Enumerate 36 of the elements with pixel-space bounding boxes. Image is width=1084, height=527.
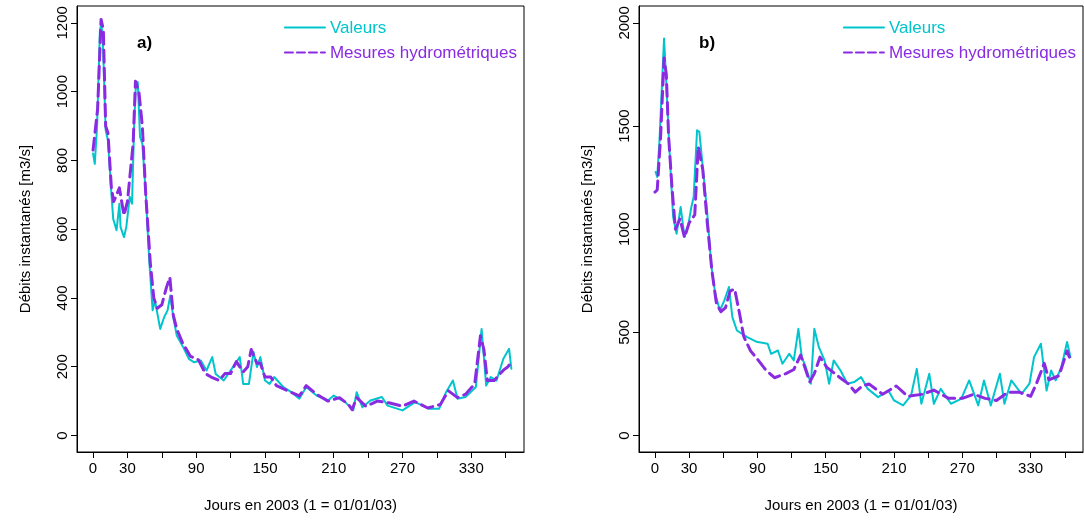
y-axis-title: Débits instantanés [m3/s] (16, 144, 33, 314)
y-axis-title: Débits instantanés [m3/s] (578, 144, 595, 314)
x-tick-label: 210 (881, 459, 907, 476)
annotation: b) (699, 33, 716, 52)
x-tick-label: 0 (650, 459, 660, 476)
x-tick-label: 330 (1018, 459, 1044, 476)
y-tick-label: 0 (53, 431, 70, 440)
annotation: a) (137, 33, 153, 52)
y-tick-label: 200 (53, 354, 70, 380)
x-tick-label: 90 (749, 459, 766, 476)
x-tick-label: 30 (119, 459, 136, 476)
x-tick-label: 150 (252, 459, 278, 476)
legend-label: Valeurs (888, 18, 946, 37)
x-tick-label: 150 (813, 459, 839, 476)
y-tick-label: 500 (615, 319, 632, 345)
legend-label: Mesures hydrométriques (888, 43, 1076, 62)
y-tick-label: 1000 (53, 74, 70, 109)
x-axis-title: Jours en 2003 (1 = 01/01/03) (764, 496, 958, 513)
y-tick-label: 1200 (53, 6, 70, 40)
x-tick-label: 90 (187, 459, 205, 476)
y-tick-label: 1500 (615, 109, 632, 143)
y-tick-label: 800 (53, 147, 70, 173)
y-tick-label: 400 (53, 285, 70, 311)
x-tick-label: 270 (949, 459, 975, 476)
legend-label: Mesures hydrométriques (329, 43, 517, 62)
x-tick-label: 0 (88, 459, 98, 476)
x-tick-label: 270 (389, 459, 416, 476)
y-tick-label: 1000 (615, 212, 632, 246)
x-tick-label: 30 (680, 459, 698, 476)
y-tick-label: 0 (615, 431, 632, 440)
y-tick-label: 600 (53, 216, 70, 242)
legend-label: Valeurs (329, 18, 387, 37)
y-tick-label: 2000 (615, 6, 632, 40)
x-tick-label: 210 (321, 459, 347, 476)
x-tick-label: 330 (458, 459, 484, 476)
x-axis-title: Jours en 2003 (1 = 01/01/03) (203, 496, 398, 513)
